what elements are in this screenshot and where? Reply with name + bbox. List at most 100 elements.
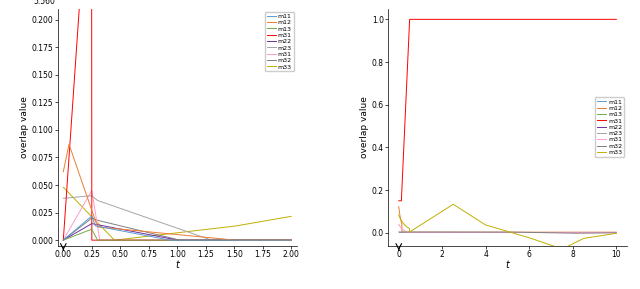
m31 [88,189,95,192]
m31 [612,231,620,234]
m31 [160,238,168,242]
m12 [612,230,620,234]
m31 [237,238,245,242]
m33 [237,223,245,227]
m13 [417,231,425,234]
m12 [417,230,425,234]
m31 [216,238,224,242]
m23 [544,230,552,234]
m33 [483,224,491,227]
m31 [401,231,409,234]
m12 [395,205,403,208]
m11 [216,238,224,242]
m33 [241,223,249,226]
m23 [208,238,216,242]
m11 [395,230,403,234]
m11 [88,214,95,218]
m32 [60,238,67,242]
m33 [216,226,224,230]
m12 [237,238,245,242]
m12 [83,194,91,198]
m31 [241,238,249,242]
m23 [417,230,425,234]
m13 [395,231,403,234]
m32 [395,230,403,234]
m23 [242,238,250,242]
m22 [612,231,620,234]
m13 [491,231,499,234]
m13 [237,238,245,242]
m11 [417,230,425,234]
m23 [395,230,403,234]
m13 [483,231,491,234]
Line: m31: m31 [399,19,616,201]
m32 [569,231,577,235]
Line: m23: m23 [63,196,291,240]
m11 [237,238,245,242]
m12 [65,142,73,146]
m31 [483,18,491,21]
m12 [287,238,295,242]
m32 [483,230,491,234]
m32 [564,231,572,235]
m11 [241,238,249,242]
m11 [568,230,576,234]
m32 [417,230,425,234]
m32 [544,231,552,234]
m13 [83,229,90,233]
m12 [216,237,224,240]
m32 [568,231,576,235]
m23 [287,238,295,242]
m31 [612,18,620,21]
m31 [569,18,577,21]
m31 [237,238,245,242]
m31 [569,231,577,234]
Line: m32: m32 [63,218,291,240]
m12 [152,231,159,234]
m11 [564,230,572,234]
m12 [60,170,67,173]
m31 [60,238,67,242]
m22 [564,231,572,234]
m31 [152,238,159,242]
m31 [406,18,413,21]
m23 [568,230,576,234]
m12 [230,238,238,242]
Legend: m11, m12, m13, m31, m22, m23, m31, m32, m33: m11, m12, m13, m31, m22, m23, m31, m32, … [595,97,624,157]
m33 [449,203,457,206]
m32 [287,238,295,242]
X-axis label: t: t [506,260,509,270]
m23 [564,230,572,234]
m31 [395,223,403,226]
Text: 5.560: 5.560 [33,0,55,6]
m23 [612,230,620,234]
Line: m32: m32 [399,232,616,233]
m32 [216,238,224,242]
m22 [395,231,403,234]
m31 [395,199,403,203]
Line: m33: m33 [399,204,616,249]
m31 [287,238,295,242]
m13 [60,238,67,242]
m32 [612,231,620,235]
m22 [544,231,552,234]
m22 [287,238,295,242]
m13 [88,227,95,231]
m33 [60,186,67,189]
m33 [111,238,118,242]
m31 [60,238,67,242]
Line: m31: m31 [399,224,616,232]
m22 [160,236,168,239]
m31 [152,238,159,242]
m22 [241,238,249,242]
m13 [564,231,572,234]
m22 [88,222,95,225]
m33 [395,214,403,217]
m13 [287,238,295,242]
Line: m12: m12 [63,144,291,240]
m31 [216,238,224,242]
m11 [60,238,67,242]
m22 [216,238,224,242]
m31 [417,231,425,234]
Line: m22: m22 [63,224,291,240]
